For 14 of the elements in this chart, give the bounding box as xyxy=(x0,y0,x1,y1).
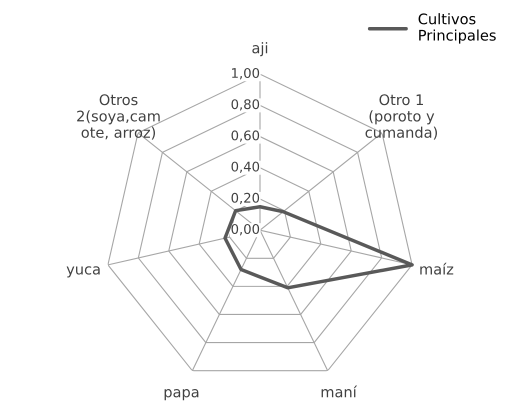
spoke-label: maní xyxy=(322,386,358,398)
spoke-label: yuca xyxy=(66,266,100,278)
y-tick-label: 0,40 xyxy=(231,162,260,173)
y-tick-label: 0,60 xyxy=(231,130,260,142)
y-tick-label: 0,00 xyxy=(231,224,260,236)
y-tick-label: 1,00 xyxy=(232,68,260,80)
spoke-label: maíz xyxy=(420,262,454,275)
spoke-label: Otro 1 (poroto y cumanda) xyxy=(366,94,437,140)
y-tick-label: 0,20 xyxy=(231,192,260,204)
spoke-label: papa xyxy=(164,389,198,400)
legend-label: Cultivos Principales xyxy=(418,13,496,44)
spoke-label: aji xyxy=(252,42,268,56)
spoke-label: Otros 2(soya,cam ote, arroz) xyxy=(77,94,160,140)
y-tick-label: 0,80 xyxy=(231,99,260,111)
